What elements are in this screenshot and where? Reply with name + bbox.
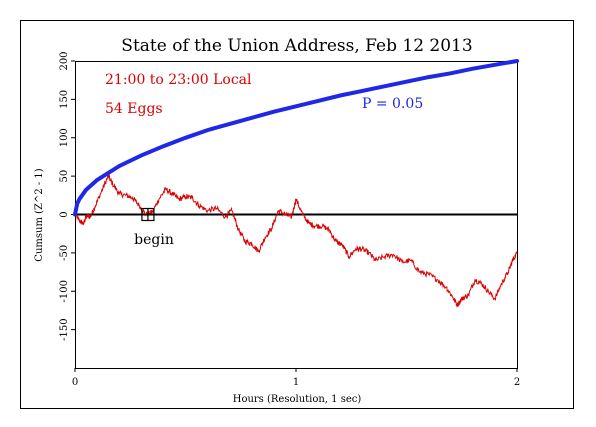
x-axis-label: Hours (Resolution, 1 sec): [233, 394, 362, 405]
x-tick-label: 1: [293, 377, 299, 388]
annotation-eggs: 54 Eggs: [105, 101, 163, 117]
annotation-p-value: P = 0.05: [362, 96, 423, 112]
y-axis-label: Cumsum (Z^2 - 1): [34, 168, 45, 261]
x-tick-label: 0: [72, 377, 78, 388]
y-tick-label: -50: [59, 245, 70, 261]
annotation-time-range: 21:00 to 23:00 Local: [105, 72, 252, 88]
outer-frame: [20, 20, 574, 409]
series-layer: [73, 59, 519, 308]
y-tick-label: 100: [59, 128, 70, 147]
x-tick-label: 2: [514, 377, 520, 388]
x-axis: 0 1 2: [72, 368, 520, 388]
y-tick-label: 200: [59, 51, 70, 70]
annotation-begin: begin: [134, 232, 174, 248]
y-tick-label: -150: [59, 318, 70, 340]
y-tick-label: -100: [59, 280, 70, 302]
y-tick-label: 150: [59, 90, 70, 109]
y-axis: -150 -100 -50 0 50 100 150 200: [59, 51, 75, 341]
series-p05-envelope: [73, 59, 519, 217]
series-cumsum-line: [74, 174, 518, 308]
y-tick-label: 0: [59, 211, 70, 217]
y-tick-label: 50: [59, 170, 70, 183]
chart-title: State of the Union Address, Feb 12 2013: [121, 36, 472, 56]
begin-marker: [141, 207, 155, 222]
